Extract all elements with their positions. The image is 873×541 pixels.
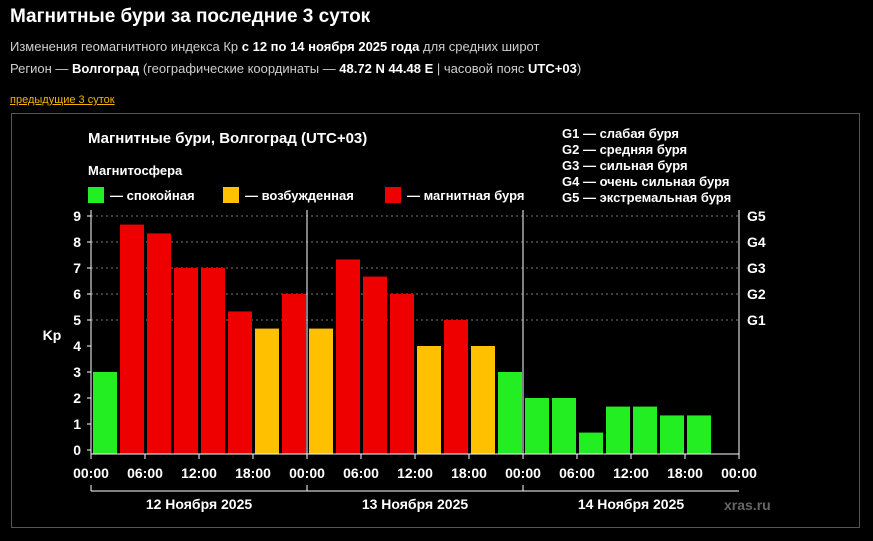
grid: G1 G2 G3 G4 G5 — [91, 208, 766, 328]
bar — [498, 372, 522, 454]
bar — [282, 294, 306, 454]
period-value: с 12 по 14 ноября 2025 года — [241, 39, 420, 54]
day-label: 13 Ноября 2025 — [362, 496, 469, 512]
bar — [687, 415, 711, 454]
bar — [390, 294, 414, 454]
legend-label-excited: — возбужденная — [245, 188, 354, 203]
x-tick-label: 18:00 — [235, 465, 271, 481]
bar — [336, 259, 360, 454]
bar — [147, 233, 171, 454]
x-tick-label: 18:00 — [451, 465, 487, 481]
x-tick-label: 00:00 — [289, 465, 325, 481]
bar — [552, 398, 576, 454]
legend-swatch-excited — [223, 187, 239, 203]
x-tick-label: 00:00 — [505, 465, 541, 481]
y-tick-label: 6 — [73, 286, 81, 302]
right-tick-label: G3 — [747, 260, 766, 276]
legend: — спокойная — возбужденная — магнитная б… — [88, 187, 524, 203]
right-tick-label: G2 — [747, 286, 766, 302]
period-suffix: для средних широт — [419, 39, 540, 54]
legend-swatch-storm — [385, 187, 401, 203]
legend-label-calm: — спокойная — [110, 188, 195, 203]
storm-legend-g3: G3 — сильная буря — [562, 158, 688, 173]
tz-suffix: ) — [576, 61, 582, 76]
storm-legend-g1: G1 — слабая буря — [562, 126, 679, 141]
x-tick-label: 12:00 — [181, 465, 217, 481]
bar — [417, 346, 441, 454]
right-tick-label: G5 — [747, 208, 766, 224]
day-label: 14 Ноября 2025 — [578, 496, 685, 512]
kp-chart: Магнитные бури, Волгоград (UTC+03) Магни… — [43, 126, 771, 513]
y-tick-label: 5 — [73, 312, 81, 328]
x-tick-label: 06:00 — [343, 465, 379, 481]
period-prefix: Изменения геомагнитного индекса Кр — [10, 39, 242, 54]
x-tick-label: 00:00 — [721, 465, 757, 481]
x-tick-label: 12:00 — [397, 465, 433, 481]
x-tick-label: 12:00 — [613, 465, 649, 481]
y-tick-label: 4 — [73, 338, 81, 354]
y-axis-label: Kp — [43, 327, 62, 343]
region-value: Волгоград — [71, 61, 140, 76]
y-tick-label: 2 — [73, 390, 81, 406]
legend-title: Магнитосфера — [88, 163, 183, 178]
bar — [633, 406, 657, 454]
axes: 0 1 2 3 4 5 6 7 8 9 00:00 06:00 12:00 18:00 00:00 06:00… — [73, 208, 757, 512]
coords-prefix: (географические координаты — — [139, 61, 340, 76]
storm-legend-g5: G5 — экстремальная буря — [562, 190, 731, 205]
page-title: Магнитные бури за последние 3 суток — [10, 6, 371, 27]
legend-label-storm: — магнитная буря — [407, 188, 524, 203]
bar — [579, 432, 603, 454]
y-tick-label: 3 — [73, 364, 81, 380]
day-label: 12 Ноября 2025 — [146, 496, 253, 512]
bar — [120, 224, 144, 454]
period-description: Изменения геомагнитного индекса Кр с 12 … — [10, 39, 539, 54]
bars — [93, 224, 711, 454]
bar — [228, 311, 252, 454]
right-tick-label: G4 — [747, 234, 766, 250]
bar — [660, 415, 684, 454]
tz-prefix: | часовой пояс — [433, 61, 529, 76]
y-tick-label: 7 — [73, 260, 81, 276]
region-prefix: Регион — — [10, 61, 72, 76]
x-tick-label: 18:00 — [667, 465, 703, 481]
region-description: Регион — Волгоград (географические коорд… — [10, 61, 581, 76]
bar — [363, 276, 387, 454]
chart-title: Магнитные бури, Волгоград (UTC+03) — [88, 130, 367, 147]
bar — [255, 328, 279, 454]
legend-swatch-calm — [88, 187, 104, 203]
y-tick-label: 1 — [73, 416, 81, 432]
bar — [201, 268, 225, 454]
storm-legend-g4: G4 — очень сильная буря — [562, 174, 729, 189]
bar — [309, 328, 333, 454]
y-tick-label: 9 — [73, 208, 81, 224]
right-tick-label: G1 — [747, 312, 766, 328]
y-tick-label: 8 — [73, 234, 81, 250]
x-tick-label: 06:00 — [559, 465, 595, 481]
x-tick-label: 06:00 — [127, 465, 163, 481]
tz-value: UTC+03 — [528, 61, 577, 76]
bar — [174, 268, 198, 454]
bar — [93, 372, 117, 454]
bar — [525, 398, 549, 454]
chart-panel: Магнитные бури, Волгоград (UTC+03) Магни… — [11, 113, 860, 528]
previous-3-days-link[interactable]: предыдущие 3 суток — [10, 94, 115, 106]
bar — [444, 320, 468, 454]
coords-value: 48.72 N 44.48 E — [339, 61, 434, 76]
x-tick-label: 00:00 — [73, 465, 109, 481]
storm-legend-g2: G2 — средняя буря — [562, 142, 687, 157]
bar — [606, 406, 630, 454]
bar — [471, 346, 495, 454]
y-tick-label: 0 — [73, 442, 81, 458]
watermark: xras.ru — [724, 497, 771, 513]
